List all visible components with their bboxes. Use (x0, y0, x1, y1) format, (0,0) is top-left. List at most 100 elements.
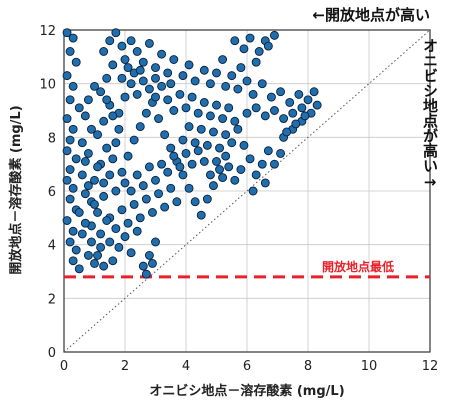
data-point (227, 71, 237, 81)
data-point (230, 116, 240, 126)
data-point (181, 103, 191, 113)
data-point (68, 256, 78, 266)
data-point (62, 114, 72, 124)
data-point (65, 135, 75, 145)
data-point (270, 159, 279, 169)
data-point (205, 111, 215, 121)
data-point (169, 55, 179, 64)
data-point (105, 36, 115, 46)
data-point (111, 138, 121, 148)
data-point (215, 143, 225, 153)
data-point (74, 264, 84, 274)
data-point (208, 181, 218, 191)
data-point (74, 208, 84, 217)
data-point (239, 140, 249, 150)
data-point (96, 87, 106, 97)
data-point (129, 135, 139, 145)
data-point (184, 60, 194, 70)
data-point (132, 226, 142, 236)
data-point (77, 229, 87, 239)
data-point (90, 81, 99, 91)
data-point (245, 154, 255, 164)
data-point (132, 47, 142, 56)
annotation-open-site-higher: ←開放地点が高い (312, 6, 430, 24)
data-point (233, 124, 243, 134)
data-point (151, 175, 160, 185)
y-axis-label: 開放地点－溶存酸素 (mg/L) (8, 105, 24, 274)
data-point (117, 205, 127, 215)
data-point (65, 194, 75, 204)
data-point (169, 151, 179, 161)
reference-lines (63, 29, 431, 353)
data-point (114, 124, 124, 134)
data-point (218, 173, 228, 183)
data-point (276, 87, 285, 97)
data-point (120, 55, 130, 64)
data-point (205, 79, 215, 89)
data-point (245, 33, 255, 43)
data-point (80, 218, 90, 228)
data-point (257, 79, 267, 89)
data-point (190, 138, 200, 148)
data-point (65, 95, 75, 105)
data-point (129, 199, 139, 209)
data-point (80, 157, 90, 166)
data-point (263, 41, 273, 51)
data-point (230, 175, 240, 185)
data-point (157, 49, 167, 59)
data-point (99, 47, 109, 56)
data-point (123, 63, 133, 73)
data-point (285, 97, 295, 107)
data-point (65, 237, 75, 247)
data-point (297, 103, 307, 113)
data-point (120, 178, 130, 188)
data-point (62, 28, 72, 38)
data-point (62, 71, 72, 81)
data-point (65, 165, 75, 174)
data-point (93, 208, 103, 217)
data-point (193, 108, 203, 118)
data-point (99, 191, 109, 201)
data-point (102, 73, 112, 83)
data-point (184, 122, 194, 132)
data-point (187, 159, 197, 169)
data-point (71, 245, 81, 255)
data-point (123, 218, 133, 228)
data-point (172, 197, 182, 207)
data-point (199, 65, 209, 75)
data-point (147, 259, 157, 268)
data-point (309, 87, 319, 97)
data-point (83, 148, 93, 158)
data-point (251, 57, 261, 67)
data-point (71, 57, 81, 67)
data-point (175, 162, 185, 172)
data-point (160, 130, 170, 140)
data-point (169, 106, 179, 115)
data-point (105, 170, 115, 180)
data-point (212, 100, 221, 110)
data-point (154, 189, 164, 199)
data-point (157, 159, 167, 169)
data-point (93, 130, 103, 140)
data-point (141, 108, 151, 118)
data-point (108, 60, 118, 70)
data-point (99, 116, 109, 126)
data-point (126, 36, 136, 46)
data-point (71, 154, 81, 164)
data-point (166, 183, 176, 193)
data-point (132, 170, 142, 180)
data-point (144, 38, 154, 48)
data-point (151, 92, 160, 102)
y-tick-label: 8 (48, 131, 56, 146)
data-point (291, 119, 301, 129)
data-point (215, 165, 225, 174)
data-point (68, 183, 78, 193)
data-point (163, 68, 173, 78)
data-point (190, 197, 200, 207)
data-point (208, 127, 218, 137)
data-point (163, 167, 173, 177)
data-point (138, 57, 148, 67)
x-tick-label: 4 (182, 359, 190, 374)
data-point (221, 151, 231, 161)
data-point (111, 28, 121, 38)
